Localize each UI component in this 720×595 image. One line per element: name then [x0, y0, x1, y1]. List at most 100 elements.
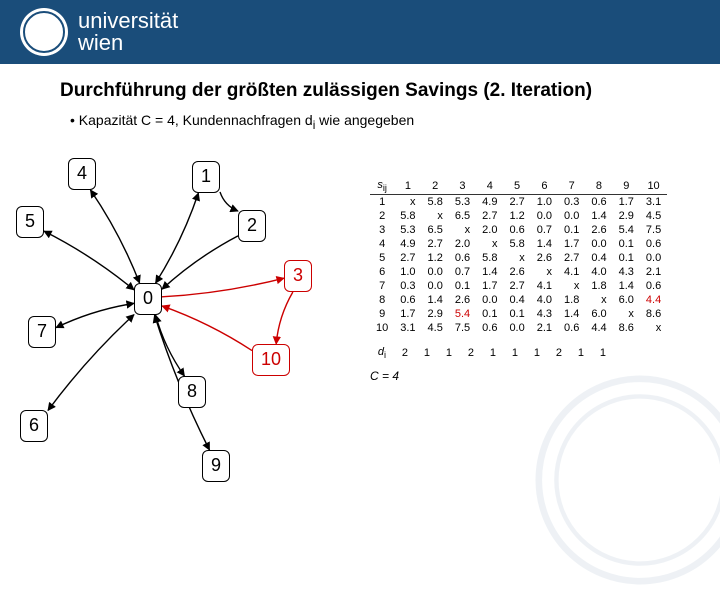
sij-cell: x	[585, 293, 612, 307]
edge-3-10	[276, 292, 293, 344]
sij-cell: 0.1	[558, 223, 585, 237]
sij-cell: 2.9	[613, 209, 640, 223]
graph-node-9: 9	[202, 450, 230, 482]
sij-cell: 4.1	[531, 279, 558, 293]
di-value: 1	[568, 345, 590, 361]
sij-cell: 2.0	[476, 223, 503, 237]
sij-cell: 0.4	[585, 251, 612, 265]
sij-cell: x	[613, 307, 640, 321]
sij-cell: 1.4	[476, 265, 503, 279]
sij-cell: 1.2	[503, 209, 530, 223]
graph-node-8: 8	[178, 376, 206, 408]
sij-cell: 5.4	[449, 307, 476, 321]
logo-text: universität wien	[78, 10, 178, 54]
sij-cell: 6.0	[613, 293, 640, 307]
sij-cell: 2.6	[585, 223, 612, 237]
demand-table: di2112111211	[370, 345, 612, 361]
sij-cell: 0.1	[503, 307, 530, 321]
sij-cell: x	[503, 251, 530, 265]
sij-cell: 0.1	[449, 279, 476, 293]
sij-corner-label: sij	[370, 178, 394, 195]
capacity-text: C = 4	[370, 369, 399, 383]
sij-cell: 5	[370, 251, 394, 265]
edge-0-3	[162, 278, 284, 297]
graph-node-6: 6	[20, 410, 48, 442]
graph-node-5: 5	[16, 206, 44, 238]
sij-cell: 1.4	[585, 209, 612, 223]
logo-seal-icon	[20, 8, 68, 56]
sij-cell: 7	[370, 279, 394, 293]
sij-cell: 1.4	[558, 307, 585, 321]
sij-cell: 0.6	[476, 321, 503, 335]
graph-node-1: 1	[192, 161, 220, 193]
sij-cell: 1.7	[394, 307, 421, 321]
sij-col-3: 3	[449, 178, 476, 195]
edge-10-0	[162, 306, 252, 351]
di-value: 1	[480, 345, 502, 361]
sij-cell: x	[394, 194, 421, 209]
logo-line2: wien	[78, 32, 178, 54]
di-value: 1	[414, 345, 436, 361]
di-value: 2	[458, 345, 480, 361]
sij-cell: 0.1	[613, 237, 640, 251]
di-value: 1	[502, 345, 524, 361]
sij-cell: 4.1	[558, 265, 585, 279]
sij-col-8: 8	[585, 178, 612, 195]
sij-cell: 2	[370, 209, 394, 223]
sij-cell: 0.7	[531, 223, 558, 237]
logo-line1: universität	[78, 10, 178, 32]
sij-cell: 2.6	[503, 265, 530, 279]
sij-cell: 0.1	[476, 307, 503, 321]
sij-cell: 2.1	[640, 265, 667, 279]
sij-cell: x	[422, 209, 449, 223]
sij-cell: 5.8	[476, 251, 503, 265]
sij-col-10: 10	[640, 178, 667, 195]
graph-node-7: 7	[28, 316, 56, 348]
sij-cell: 0.7	[449, 265, 476, 279]
sij-cell: 2.7	[476, 209, 503, 223]
sij-col-1: 1	[394, 178, 421, 195]
sij-cell: 1.7	[613, 194, 640, 209]
sij-cell: 1.0	[531, 194, 558, 209]
sij-cell: 4.0	[531, 293, 558, 307]
sij-cell: 0.0	[422, 279, 449, 293]
di-value: 2	[392, 345, 414, 361]
sij-cell: 1	[370, 194, 394, 209]
sij-cell: x	[476, 237, 503, 251]
sij-cell: 5.3	[449, 194, 476, 209]
sij-col-2: 2	[422, 178, 449, 195]
header-bar: universität wien	[0, 0, 720, 64]
sij-cell: 10	[370, 321, 394, 335]
sij-cell: 0.3	[558, 194, 585, 209]
sij-col-4: 4	[476, 178, 503, 195]
sij-cell: 2.7	[558, 251, 585, 265]
sij-cell: 5.8	[503, 237, 530, 251]
sij-cell: 0.0	[585, 237, 612, 251]
sij-cell: 0.6	[394, 293, 421, 307]
sij-cell: 4.9	[476, 194, 503, 209]
sij-cell: 1.7	[558, 237, 585, 251]
graph-node-10: 10	[252, 344, 290, 376]
graph-node-3: 3	[284, 260, 312, 292]
sij-cell: 4.5	[422, 321, 449, 335]
savings-table: sij123456789101x5.85.34.92.71.00.30.61.7…	[370, 178, 667, 335]
sij-cell: 5.3	[394, 223, 421, 237]
sij-cell: 0.6	[640, 237, 667, 251]
sij-cell: 4	[370, 237, 394, 251]
sij-cell: 0.6	[503, 223, 530, 237]
watermark-seal-icon	[530, 370, 720, 590]
sij-cell: x	[449, 223, 476, 237]
sij-cell: 6.5	[449, 209, 476, 223]
sij-cell: 4.9	[394, 237, 421, 251]
sij-col-5: 5	[503, 178, 530, 195]
sij-cell: 5.4	[613, 223, 640, 237]
sij-cell: 0.4	[503, 293, 530, 307]
graph-diagram: 041523710869	[6, 140, 336, 510]
sij-cell: 2.9	[422, 307, 449, 321]
sij-col-7: 7	[558, 178, 585, 195]
sij-cell: 1.8	[558, 293, 585, 307]
sij-cell: 0.0	[531, 209, 558, 223]
sij-cell: 8.6	[613, 321, 640, 335]
sij-cell: 2.6	[449, 293, 476, 307]
sij-cell: 0.0	[422, 265, 449, 279]
